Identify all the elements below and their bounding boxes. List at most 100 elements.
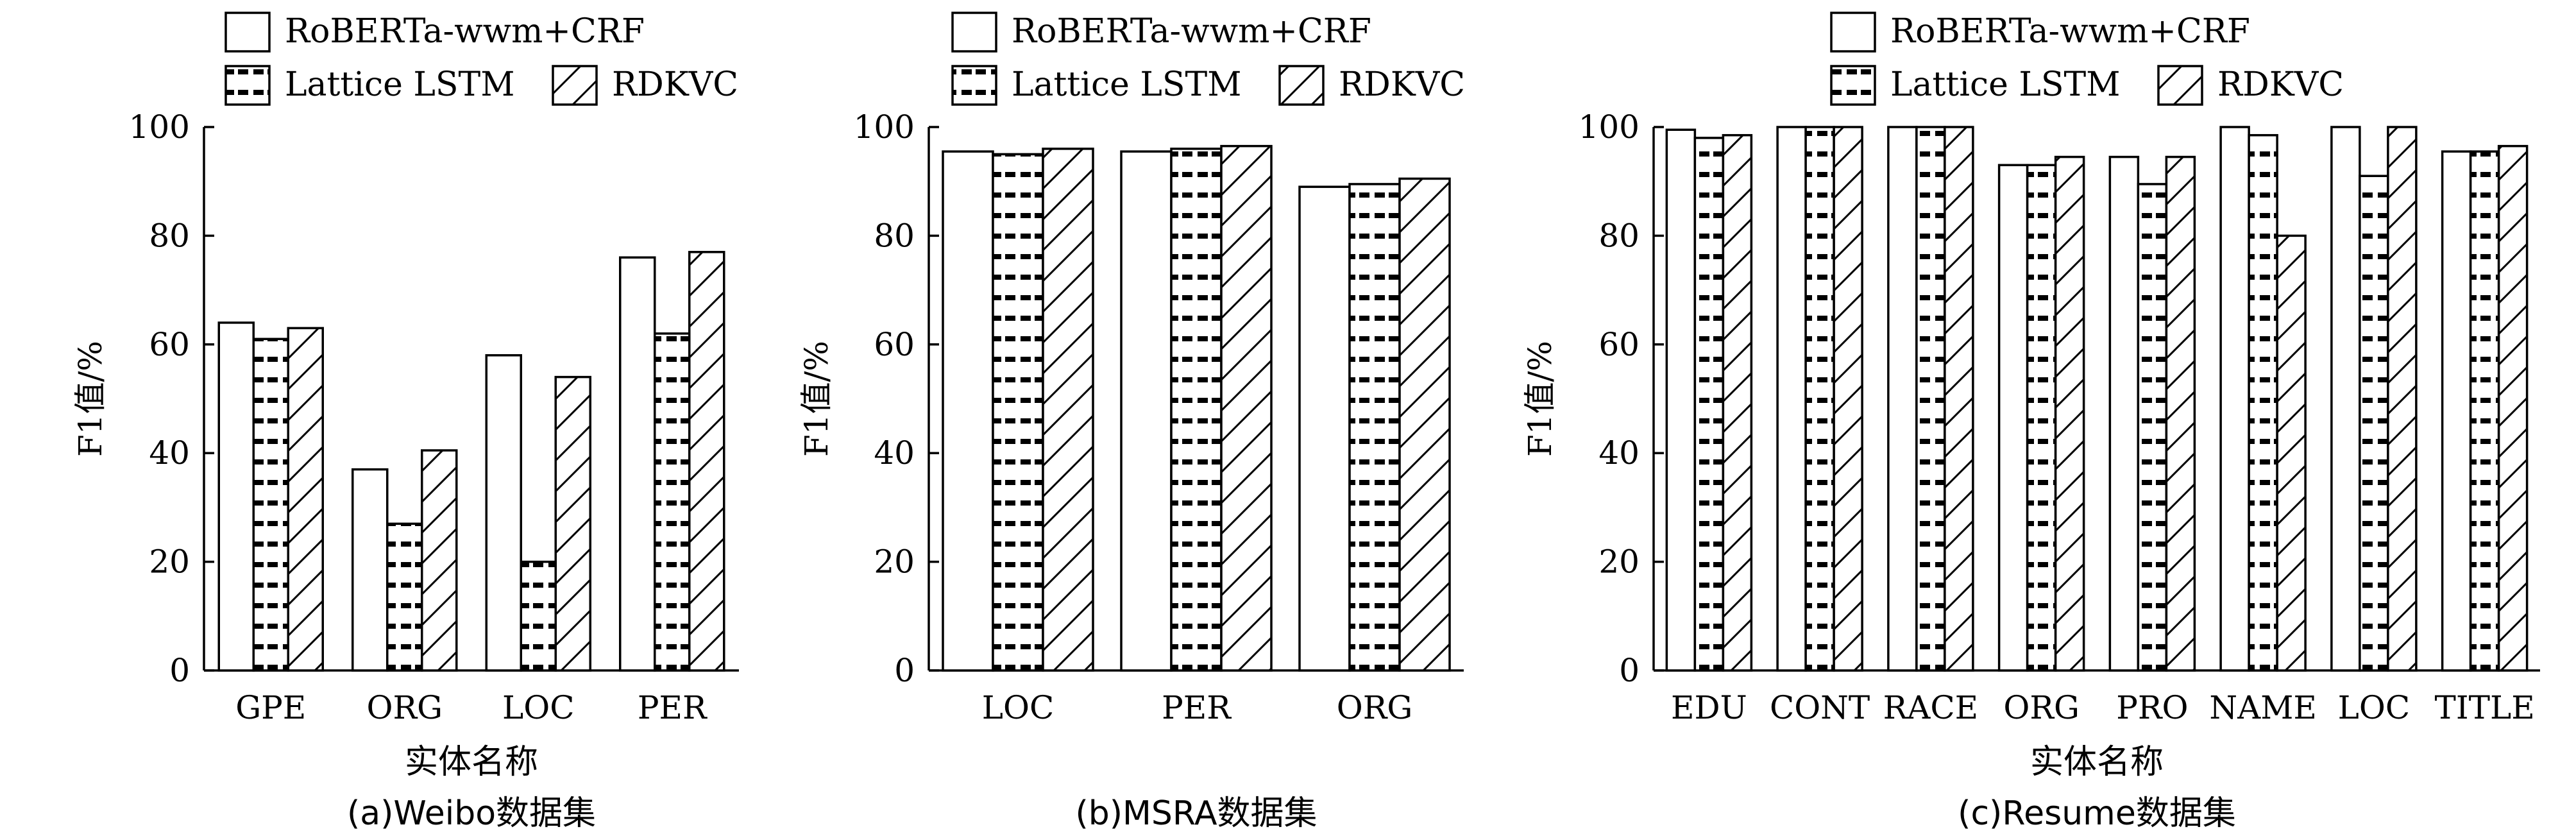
bar-hatch-org bbox=[1398, 177, 1451, 672]
bar-hatch-pro bbox=[2165, 155, 2196, 672]
bar-blank-name bbox=[2219, 126, 2250, 672]
bar-hatch-title bbox=[2497, 144, 2529, 672]
y-tick-label: 0 bbox=[169, 652, 190, 689]
panel-0: RoBERTa-wwm+CRF Lattice LSTM RDKVC 0 20 40 60 8… bbox=[72, 12, 739, 833]
panel-caption: (c)Resume数据集 bbox=[1958, 794, 2236, 833]
panel-1: RoBERTa-wwm+CRF Lattice LSTM RDKVC 0 20 40 60 8… bbox=[798, 12, 1465, 833]
legend-label-roberta: RoBERTa-wwm+CRF bbox=[1890, 12, 2250, 51]
x-tick-label: LOC bbox=[502, 689, 574, 726]
legend-label-rdkvc: RDKVC bbox=[2217, 65, 2344, 104]
y-axis-label: F1值/% bbox=[798, 341, 835, 457]
bar-blank-org bbox=[352, 468, 389, 672]
y-tick-label: 80 bbox=[1598, 217, 1640, 254]
x-tick-label: CONT bbox=[1770, 689, 1870, 726]
bar-blank-loc bbox=[485, 354, 522, 672]
bar-blank-edu bbox=[1665, 128, 1697, 672]
bar-dash-org bbox=[386, 522, 423, 672]
legend-label-lattice: Lattice LSTM bbox=[1890, 65, 2120, 104]
x-tick-label: RACE bbox=[1883, 689, 1979, 726]
x-tick-label: ORG bbox=[366, 689, 443, 726]
legend-label-lattice: Lattice LSTM bbox=[285, 65, 514, 104]
y-tick-label: 60 bbox=[149, 326, 190, 363]
x-tick-label: NAME bbox=[2209, 689, 2317, 726]
y-axis-label: F1值/% bbox=[72, 341, 109, 457]
bar-blank-gpe bbox=[217, 321, 255, 672]
y-tick-label: 20 bbox=[149, 543, 190, 581]
y-tick-label: 80 bbox=[874, 217, 915, 254]
bar-blank-per bbox=[1120, 150, 1173, 672]
bar-hatch-race bbox=[1944, 126, 1974, 672]
y-tick-label: 20 bbox=[1598, 543, 1640, 581]
x-tick-label: TITLE bbox=[2435, 689, 2535, 726]
x-tick-label: PER bbox=[638, 689, 708, 726]
bar-blank-pro bbox=[2108, 155, 2140, 672]
y-tick-label: 100 bbox=[1579, 108, 1640, 146]
x-axis-label: 实体名称 bbox=[2030, 743, 2164, 781]
legend-swatch-roberta bbox=[1830, 12, 1876, 53]
bar-hatch-per bbox=[1220, 144, 1273, 672]
bar-hatch-org bbox=[2054, 155, 2085, 672]
bar-blank-cont bbox=[1776, 126, 1807, 672]
bar-blank-loc bbox=[942, 150, 994, 672]
x-tick-label: LOC bbox=[982, 689, 1054, 726]
bar-blank-title bbox=[2441, 150, 2472, 672]
legend-label-roberta: RoBERTa-wwm+CRF bbox=[285, 12, 645, 51]
y-tick-label: 60 bbox=[874, 326, 915, 363]
y-tick-label: 40 bbox=[149, 434, 190, 472]
panel-2: RoBERTa-wwm+CRF Lattice LSTM RDKVC 0 20 40 60 8… bbox=[1521, 12, 2540, 833]
bar-dash-org bbox=[2026, 164, 2057, 672]
y-tick-label: 60 bbox=[1598, 326, 1640, 363]
bar-hatch-name bbox=[2276, 234, 2307, 672]
legend: RoBERTa-wwm+CRF Lattice LSTM RDKVC bbox=[951, 12, 1465, 106]
bar-dash-pro bbox=[2137, 183, 2168, 672]
bar-hatch-gpe bbox=[287, 327, 324, 672]
legend: RoBERTa-wwm+CRF Lattice LSTM RDKVC bbox=[1830, 12, 2344, 106]
bar-dash-name bbox=[2248, 133, 2278, 672]
bar-blank-loc bbox=[2330, 126, 2361, 672]
bar-dash-loc bbox=[520, 560, 557, 672]
bar-dash-gpe bbox=[252, 337, 289, 672]
bar-dash-cont bbox=[1804, 126, 1835, 672]
bar-dash-title bbox=[2469, 150, 2500, 672]
legend-swatch-rdkvc bbox=[552, 65, 598, 106]
legend: RoBERTa-wwm+CRF Lattice LSTM RDKVC bbox=[225, 12, 738, 106]
bar-blank-org bbox=[1298, 185, 1351, 672]
bar-blank-org bbox=[1997, 164, 2029, 672]
panel-caption: (b)MSRA数据集 bbox=[1075, 794, 1317, 833]
bar-dash-edu bbox=[1693, 137, 1725, 672]
legend-swatch-lattice bbox=[1830, 65, 1876, 106]
legend-swatch-rdkvc bbox=[1278, 65, 1325, 106]
x-tick-label: PRO bbox=[2116, 689, 2188, 726]
y-tick-label: 0 bbox=[894, 652, 915, 689]
legend-swatch-rdkvc bbox=[2157, 65, 2203, 106]
y-tick-label: 0 bbox=[1619, 652, 1640, 689]
panel-caption: (a)Weibo数据集 bbox=[347, 794, 596, 833]
bar-dash-loc bbox=[2359, 175, 2389, 672]
bar-hatch-edu bbox=[1722, 133, 1753, 672]
bar-hatch-loc bbox=[1042, 148, 1094, 672]
x-tick-label: EDU bbox=[1671, 689, 1747, 726]
legend-label-rdkvc: RDKVC bbox=[1339, 65, 1465, 104]
bar-blank-per bbox=[619, 256, 656, 672]
bar-blank-race bbox=[1887, 126, 1918, 672]
legend-label-rdkvc: RDKVC bbox=[612, 65, 738, 104]
legend-swatch-roberta bbox=[951, 12, 997, 53]
legend-swatch-lattice bbox=[951, 65, 997, 106]
x-axis-label: 实体名称 bbox=[405, 743, 538, 781]
x-tick-label: ORG bbox=[1337, 689, 1413, 726]
bar-dash-race bbox=[1915, 126, 1946, 672]
legend-label-lattice: Lattice LSTM bbox=[1012, 65, 1241, 104]
y-tick-label: 40 bbox=[1598, 434, 1640, 472]
bar-hatch-cont bbox=[1833, 126, 1863, 672]
y-tick-label: 100 bbox=[129, 108, 190, 146]
x-tick-label: GPE bbox=[235, 689, 306, 726]
legend-swatch-roberta bbox=[225, 12, 271, 53]
legend-swatch-lattice bbox=[225, 65, 271, 106]
x-tick-label: ORG bbox=[2003, 689, 2080, 726]
bar-dash-per bbox=[1170, 148, 1223, 672]
y-tick-label: 80 bbox=[149, 217, 190, 254]
bar-hatch-loc bbox=[2387, 126, 2418, 672]
x-tick-label: LOC bbox=[2338, 689, 2410, 726]
